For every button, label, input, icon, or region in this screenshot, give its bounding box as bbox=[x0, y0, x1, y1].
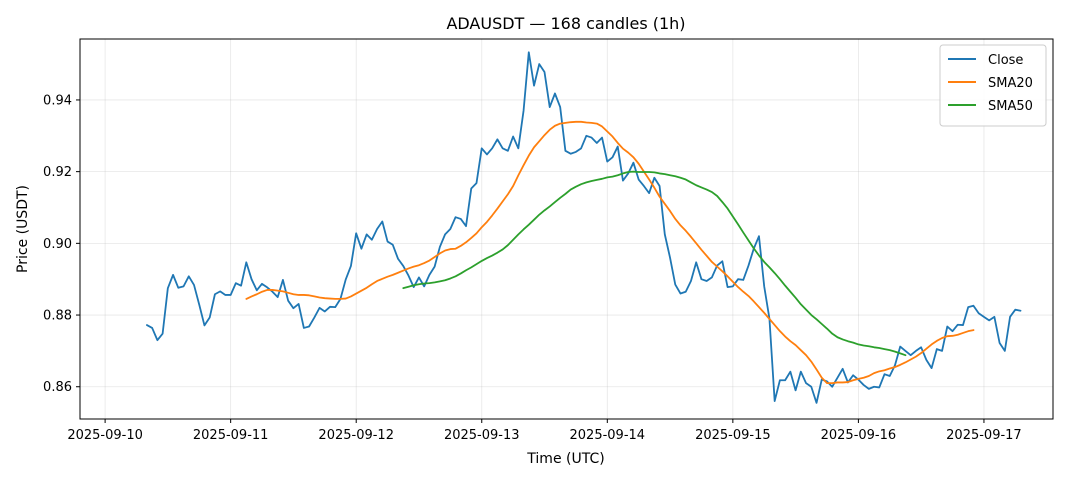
x-tick-label: 2025-09-17 bbox=[946, 428, 1022, 443]
plot-frame bbox=[79, 38, 1054, 420]
x-tick-label: 2025-09-13 bbox=[444, 428, 520, 443]
y-tick-label: 0.86 bbox=[43, 380, 72, 395]
chart-title: ADAUSDT — 168 candles (1h) bbox=[446, 14, 685, 33]
series-line-close bbox=[146, 51, 1022, 404]
y-axis-label: Price (USDT) bbox=[15, 185, 31, 273]
x-tick-label: 2025-09-12 bbox=[318, 428, 394, 443]
x-tick-label: 2025-09-14 bbox=[570, 428, 646, 443]
series-layer bbox=[146, 51, 1022, 404]
grid bbox=[80, 39, 1053, 419]
x-tick-label: 2025-09-15 bbox=[695, 428, 771, 443]
x-tick-label: 2025-09-10 bbox=[67, 428, 143, 443]
legend-label: Close bbox=[988, 53, 1023, 68]
y-tick-label: 0.88 bbox=[43, 309, 72, 324]
x-tick-label: 2025-09-11 bbox=[193, 428, 269, 443]
legend-label: SMA20 bbox=[988, 76, 1033, 91]
x-axis: 2025-09-10 2025-09-11 2025-09-12 2025-09-13… bbox=[67, 419, 1022, 443]
series-line-sma50 bbox=[402, 170, 907, 357]
y-axis: 0.86 0.88 0.90 0.92 0.94 bbox=[43, 93, 80, 395]
x-axis-label: Time (UTC) bbox=[526, 451, 604, 467]
legend: Close SMA20 SMA50 bbox=[939, 44, 1047, 127]
x-tick-label: 2025-09-16 bbox=[821, 428, 897, 443]
legend-label: SMA50 bbox=[988, 99, 1033, 114]
series-line-sma20 bbox=[245, 120, 975, 385]
y-tick-label: 0.94 bbox=[43, 93, 72, 108]
y-tick-label: 0.92 bbox=[43, 165, 72, 180]
y-tick-label: 0.90 bbox=[43, 237, 72, 252]
